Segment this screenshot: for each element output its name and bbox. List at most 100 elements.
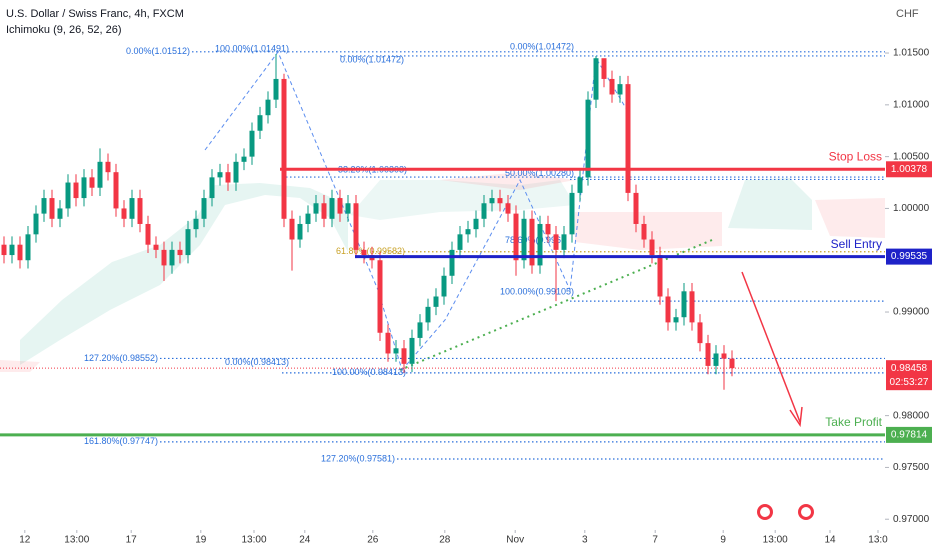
y-tick-label: 0.97000 bbox=[893, 514, 930, 525]
time-axis bbox=[0, 530, 932, 550]
candle-body bbox=[553, 234, 559, 250]
candle-body bbox=[585, 99, 591, 178]
countdown: 02:53:27 bbox=[890, 377, 929, 388]
x-tick-label: 17 bbox=[126, 535, 138, 546]
candle-body bbox=[337, 198, 343, 214]
candle-body bbox=[273, 78, 279, 100]
event-icon-inner bbox=[760, 507, 770, 517]
cloud-green bbox=[20, 183, 348, 365]
x-tick-label: 7 bbox=[652, 535, 658, 546]
candle-body bbox=[697, 322, 703, 344]
candle-body bbox=[137, 198, 143, 224]
candle-body bbox=[497, 198, 503, 204]
y-tick-label: 0.97500 bbox=[893, 462, 930, 473]
cloud-green bbox=[350, 180, 575, 220]
fib-label: 50.00%(1.00280) bbox=[505, 168, 574, 178]
level-price-box bbox=[886, 161, 932, 178]
candle-body bbox=[249, 130, 255, 157]
candle-body bbox=[321, 203, 327, 219]
candle-body bbox=[417, 322, 423, 338]
fib-label: 0.00%(1.01472) bbox=[340, 54, 404, 64]
candle-body bbox=[41, 198, 47, 214]
candle-body bbox=[393, 348, 399, 354]
event-icons bbox=[757, 504, 814, 520]
candle-body bbox=[233, 161, 239, 183]
candle-body bbox=[721, 353, 727, 359]
candle-body bbox=[169, 249, 175, 266]
candle-body bbox=[425, 306, 431, 323]
candle-body bbox=[481, 203, 487, 219]
currency-label: CHF bbox=[896, 8, 919, 20]
candle-body bbox=[153, 244, 159, 250]
candle-body bbox=[201, 198, 207, 219]
candle-body bbox=[97, 161, 103, 188]
candle-body bbox=[385, 332, 391, 354]
candle-body bbox=[449, 249, 455, 276]
candle-body bbox=[241, 156, 247, 162]
cloud-red bbox=[575, 212, 722, 250]
fib-label: 100.00%(0.98413) bbox=[332, 367, 406, 377]
x-tick-label: 13:00 bbox=[241, 535, 266, 546]
y-tick-label: 0.99000 bbox=[893, 307, 930, 318]
candle-body bbox=[457, 234, 463, 250]
x-tick-label: 13:0 bbox=[868, 535, 888, 546]
candle-body bbox=[193, 218, 199, 230]
candle-body bbox=[409, 337, 415, 364]
x-tick-label: 14 bbox=[824, 535, 836, 546]
plot: 0.00%(1.01512) 100.00%(1.01491) 0.00%(1.01… bbox=[0, 41, 885, 463]
last-price-label: 0.98458 bbox=[891, 363, 928, 374]
last-price-box bbox=[886, 360, 932, 391]
x-tick-label: Nov bbox=[506, 535, 524, 546]
fib-label: 127.20%(0.97581) bbox=[321, 453, 395, 463]
candle-body bbox=[633, 192, 639, 224]
candle-body bbox=[441, 275, 447, 297]
candle-body bbox=[657, 255, 663, 297]
fib-label: 0.00%(1.01512) bbox=[126, 46, 190, 56]
candle-body bbox=[593, 58, 599, 100]
candle-body bbox=[225, 172, 231, 183]
candle-body bbox=[81, 177, 87, 199]
fib-label: 0.00%(0.98413) bbox=[225, 357, 289, 367]
candle-body bbox=[641, 223, 647, 240]
cloud-red bbox=[0, 360, 40, 372]
candle-body bbox=[545, 223, 551, 235]
candle-body bbox=[17, 244, 23, 261]
level-price: 0.99535 bbox=[891, 251, 928, 262]
candle-body bbox=[329, 198, 335, 219]
candle-body bbox=[313, 203, 319, 214]
y-tick-label: 1.01500 bbox=[893, 48, 930, 59]
fib-label: 100.00%(1.01491) bbox=[215, 43, 289, 53]
pattern-leg bbox=[204, 50, 403, 371]
candle-body bbox=[89, 177, 95, 188]
candle-body bbox=[465, 229, 471, 235]
ichimoku-cloud bbox=[0, 172, 885, 372]
level-price: 1.00378 bbox=[891, 164, 928, 175]
cloud-red bbox=[440, 172, 575, 190]
candle-body bbox=[257, 115, 263, 131]
candle-body bbox=[217, 172, 223, 178]
fib-label: 61.80%(0.99582) bbox=[336, 246, 405, 256]
candle-body bbox=[105, 161, 111, 173]
candle-body bbox=[9, 244, 15, 256]
candle-body bbox=[505, 203, 511, 214]
price-axis bbox=[886, 0, 932, 550]
candle-body bbox=[265, 99, 271, 116]
candle-body bbox=[537, 223, 543, 266]
x-tick-label: 24 bbox=[299, 535, 311, 546]
candle-body bbox=[569, 192, 575, 235]
candle-body bbox=[521, 218, 527, 261]
x-tick-label: 9 bbox=[720, 535, 726, 546]
x-tick-label: 12 bbox=[19, 535, 31, 546]
level-price-box bbox=[886, 426, 932, 443]
candle-body bbox=[561, 234, 567, 250]
candle-body bbox=[513, 213, 519, 261]
candle-body bbox=[401, 348, 407, 364]
x-tick-label: 13:00 bbox=[64, 535, 89, 546]
candle-body bbox=[33, 213, 39, 235]
candle-body bbox=[281, 78, 287, 219]
forecast-arrow bbox=[741, 271, 803, 428]
event-icon-inner bbox=[801, 507, 811, 517]
level-price: 0.97814 bbox=[891, 430, 928, 441]
